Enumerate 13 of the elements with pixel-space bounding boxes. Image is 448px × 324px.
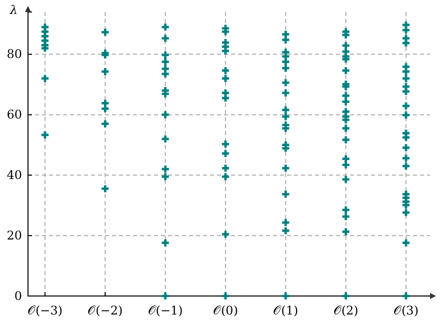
x-tick-label: 𝒪(−1) xyxy=(148,304,183,318)
y-axis-title: λ xyxy=(9,3,18,17)
y-tick-label: 80 xyxy=(6,47,22,62)
y-tick-label: 20 xyxy=(6,228,22,242)
x-tick-label: 𝒪(0) xyxy=(213,304,238,318)
y-tick-label: 0 xyxy=(14,288,22,303)
x-tick-label: 𝒪(3) xyxy=(394,304,418,318)
x-tick-label: 𝒪(−2) xyxy=(88,304,123,318)
y-tick-label: 40 xyxy=(6,168,22,182)
y-tick-label: 60 xyxy=(6,108,22,122)
x-tick-label: 𝒪(−3) xyxy=(27,304,63,318)
x-tick-label: 𝒪(2) xyxy=(333,304,358,318)
x-tick-label: 𝒪(1) xyxy=(273,304,298,318)
